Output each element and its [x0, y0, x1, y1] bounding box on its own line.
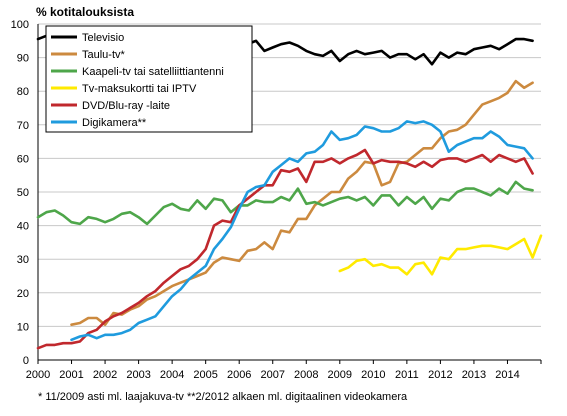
- x-tick-label: 2008: [294, 369, 318, 381]
- series-line-2: [36, 180, 534, 226]
- y-tick-label: 20: [17, 288, 29, 300]
- footnote: * 11/2009 asti ml. laajakuva-tv **2/2012…: [38, 391, 408, 403]
- legend-label: Televisio: [82, 32, 124, 44]
- x-tick-label: 2010: [361, 369, 385, 381]
- y-tick-label: 40: [17, 221, 29, 233]
- series-line-3: [338, 234, 543, 276]
- x-tick-label: 2001: [59, 369, 83, 381]
- y-tick-label: 10: [17, 321, 29, 333]
- x-tick-label: 2004: [160, 369, 184, 381]
- legend-label: Tv-maksukortti tai IPTV: [82, 83, 197, 95]
- x-tick-label: 2003: [126, 369, 150, 381]
- x-tick-label: 2014: [495, 369, 519, 381]
- x-tick-label: 2006: [227, 369, 251, 381]
- x-tick-label: 2002: [93, 369, 117, 381]
- legend: Televisio Taulu-tv* Kaapeli-tv tai satelli…: [45, 25, 253, 133]
- y-axis-unit-label: % kotitalouksista: [36, 5, 134, 19]
- y-tick-label: 60: [17, 153, 29, 165]
- x-tick-label: 2000: [26, 369, 50, 381]
- legend-label: DVD/Blu-ray -laite: [82, 100, 170, 112]
- x-tick-label: 2011: [395, 369, 419, 381]
- legend-label: Taulu-tv*: [82, 49, 126, 61]
- x-tick-label: 2013: [462, 369, 486, 381]
- x-tick-label: 2007: [260, 369, 284, 381]
- y-tick-label: 70: [17, 120, 29, 132]
- legend-box: [45, 25, 253, 133]
- series-line-4: [36, 148, 534, 350]
- y-tick-label: 50: [17, 187, 29, 199]
- legend-label: Kaapeli-tv tai satelliittiantenni: [82, 66, 224, 78]
- y-tick-label: 100: [11, 19, 29, 31]
- x-tick-label: 2005: [193, 369, 217, 381]
- y-tick-label: 30: [17, 254, 29, 266]
- y-tick-label: 90: [17, 53, 29, 65]
- x-tick-label: 2009: [328, 369, 352, 381]
- series-line-5: [70, 120, 534, 342]
- series-line-1: [70, 79, 534, 326]
- y-tick-label: 0: [23, 355, 29, 367]
- x-axis-ticks: 2000 2001 2002 2003 2004 2005 2006 2007 2008 2009…: [26, 360, 542, 381]
- legend-label: Digikamera**: [82, 117, 147, 129]
- x-tick-label: 2012: [428, 369, 452, 381]
- y-axis-ticks: 0 10 20 30 40 50 60 70 80 90 100: [11, 19, 29, 367]
- y-tick-label: 80: [17, 86, 29, 98]
